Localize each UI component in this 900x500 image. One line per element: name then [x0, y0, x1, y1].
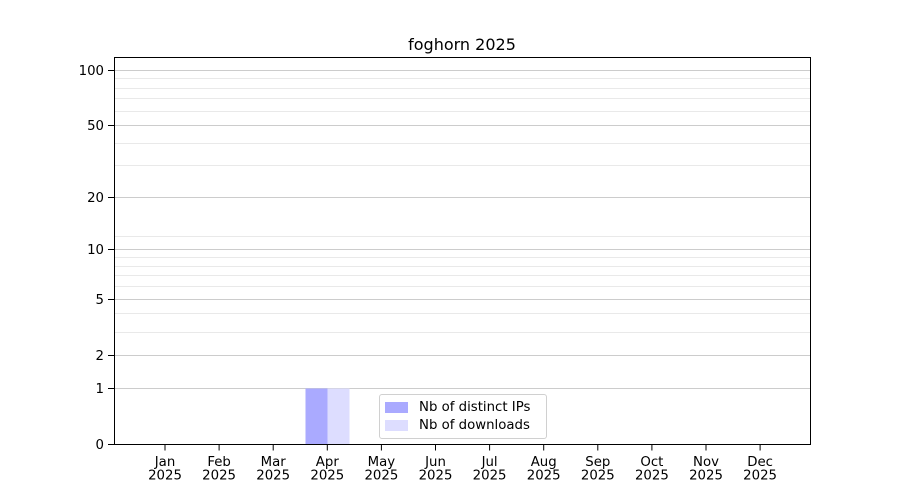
x-tick-label-month: Dec	[747, 455, 773, 470]
x-tick-label-month: Mar	[261, 455, 287, 470]
y-tick-label: 100	[79, 64, 104, 79]
x-tick-label-year: 2025	[148, 469, 182, 484]
x-tick-label-month: Jan	[154, 455, 176, 470]
x-tick-label-month: Sep	[585, 455, 610, 470]
chart-title: foghorn 2025	[408, 35, 516, 54]
x-tick-label-month: Apr	[316, 455, 340, 470]
y-tick-label: 5	[96, 293, 104, 308]
x-tick-label-year: 2025	[635, 469, 669, 484]
x-tick-label-month: May	[368, 455, 396, 470]
y-tick-label: 20	[87, 191, 104, 206]
x-tick-label-year: 2025	[310, 469, 344, 484]
legend-label: Nb of downloads	[419, 418, 530, 434]
x-tick-label-month: Oct	[640, 455, 663, 470]
plot-spines	[114, 57, 811, 445]
x-tick-label-month: Jun	[424, 455, 446, 470]
y-tick-label: 50	[87, 119, 104, 134]
x-tick-label-month: Jul	[481, 455, 498, 470]
legend-swatch	[385, 420, 408, 432]
x-tick-label-year: 2025	[419, 469, 453, 484]
x-tick-label-year: 2025	[743, 469, 777, 484]
x-tick-label-month: Feb	[207, 455, 231, 470]
x-tick-label-year: 2025	[689, 469, 723, 484]
x-tick-label-year: 2025	[527, 469, 561, 484]
y-tick-label: 10	[87, 243, 104, 258]
bar-distinct-ips	[305, 388, 328, 445]
x-tick-label-year: 2025	[581, 469, 615, 484]
legend-label: Nb of distinct IPs	[419, 399, 531, 415]
y-tick-label: 0	[96, 438, 104, 453]
legend-swatch	[385, 401, 408, 413]
legend-item: Nb of downloads	[385, 417, 538, 436]
y-tick-label: 2	[96, 349, 104, 364]
x-tick-label-year: 2025	[202, 469, 236, 484]
legend-item: Nb of distinct IPs	[385, 398, 538, 417]
x-tick-label-year: 2025	[473, 469, 507, 484]
x-tick-label-year: 2025	[364, 469, 398, 484]
bar-downloads	[327, 388, 350, 445]
legend: Nb of distinct IPs Nb of downloads	[379, 394, 547, 439]
y-tick-label: 1	[96, 382, 104, 397]
x-tick-label-month: Aug	[531, 455, 557, 470]
x-tick-label-month: Nov	[693, 455, 719, 470]
x-tick-label-year: 2025	[256, 469, 290, 484]
